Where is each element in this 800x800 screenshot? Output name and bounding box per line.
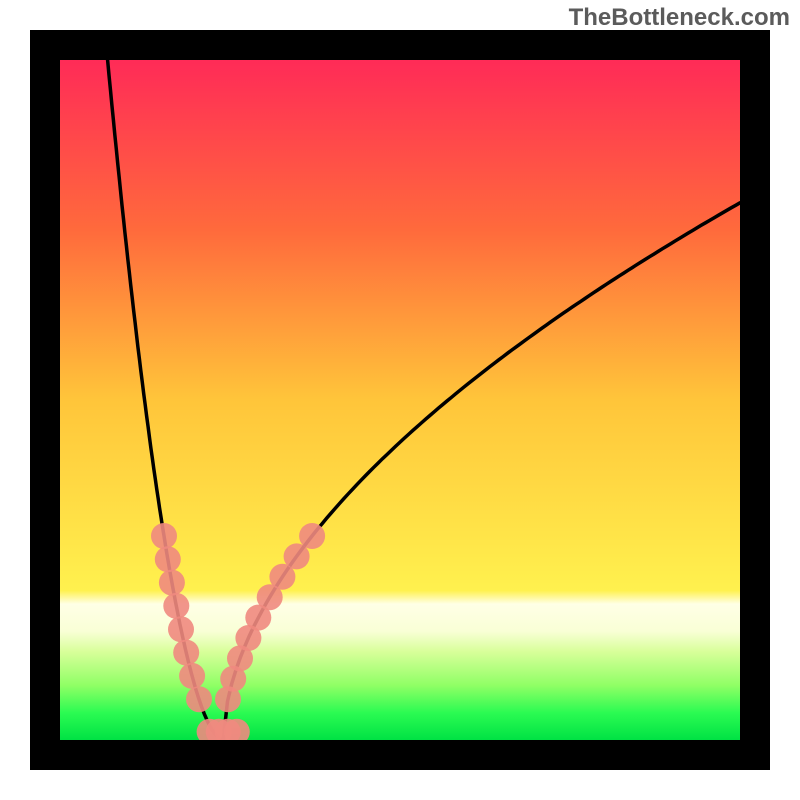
data-point: [186, 686, 212, 712]
data-point: [159, 570, 185, 596]
bottleneck-chart: [0, 0, 800, 800]
data-point: [155, 546, 181, 572]
data-point: [168, 616, 194, 642]
data-point: [299, 523, 325, 549]
watermark-text: TheBottleneck.com: [569, 4, 790, 32]
data-point: [173, 640, 199, 666]
plot-background: [60, 60, 740, 740]
data-point: [179, 663, 205, 689]
data-point: [163, 593, 189, 619]
data-point: [151, 523, 177, 549]
